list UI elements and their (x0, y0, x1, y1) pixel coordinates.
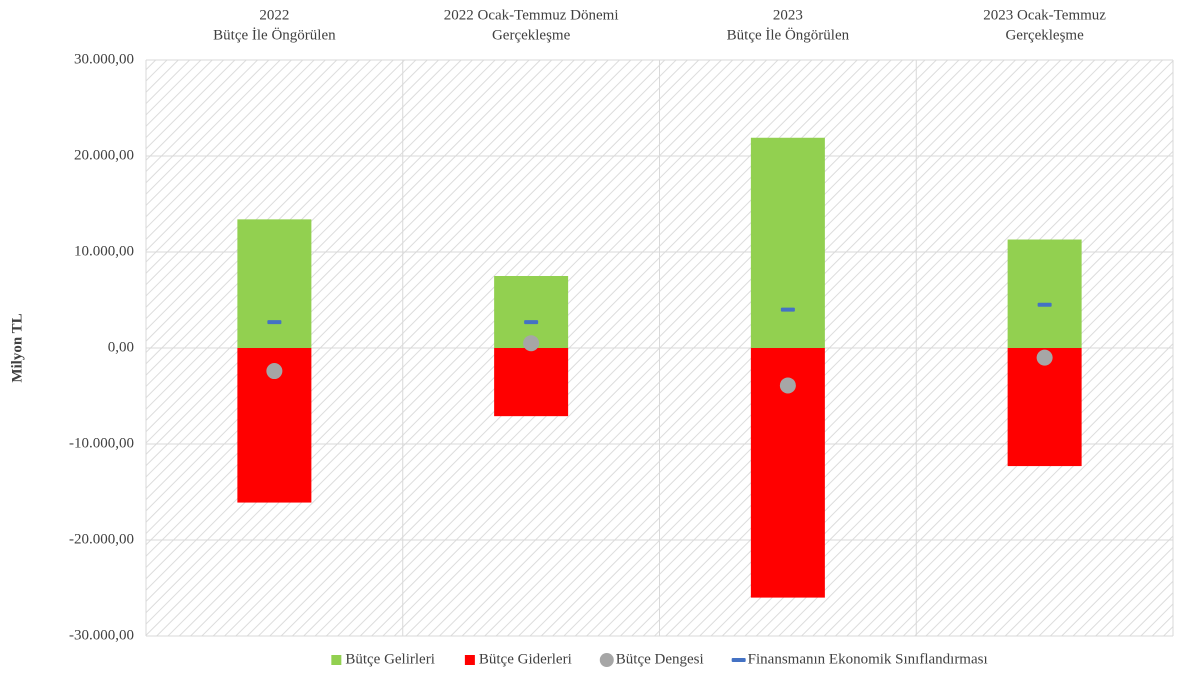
legend-label: Finansmanın Ekonomik Sınıflandırması (748, 651, 988, 667)
dash-marker (524, 320, 539, 325)
bar (1007, 348, 1082, 467)
legend-swatch (731, 658, 746, 662)
legend-swatch (464, 655, 475, 665)
legend-label: Bütçe Dengesi (616, 651, 704, 667)
y-tick-label: 20.000,00 (74, 147, 134, 163)
category-label: Bütçe İle Öngörülen (213, 26, 336, 43)
point (779, 377, 796, 394)
dash-marker (780, 307, 795, 312)
category-label: 2022 (259, 7, 289, 23)
bar (1007, 239, 1082, 348)
category-label: 2023 (773, 7, 803, 23)
legend-label: Bütçe Giderleri (479, 651, 572, 667)
category-label: Bütçe İle Öngörülen (727, 26, 850, 43)
point (1036, 349, 1053, 366)
category-label: Gerçekleşme (1005, 27, 1084, 43)
category-label: 2023 Ocak-Temmuz (983, 7, 1106, 23)
bar (494, 348, 569, 417)
bar (750, 137, 825, 348)
y-tick-label: 0,00 (108, 339, 134, 355)
legend-swatch (599, 653, 614, 667)
y-axis-label: Milyon TL (9, 313, 25, 382)
point (266, 363, 283, 380)
y-tick-label: 30.000,00 (74, 51, 134, 67)
category-label: Gerçekleşme (492, 27, 571, 43)
y-tick-label: 10.000,00 (74, 243, 134, 259)
y-tick-label: -10.000,00 (69, 435, 134, 451)
category-label: 2022 Ocak-Temmuz Dönemi (444, 7, 619, 23)
point (523, 335, 540, 352)
legend-label: Bütçe Gelirleri (345, 651, 435, 667)
legend-swatch (331, 655, 342, 665)
y-tick-label: -30.000,00 (69, 627, 134, 643)
dash-marker (267, 320, 282, 325)
y-tick-label: -20.000,00 (69, 531, 134, 547)
bar (237, 219, 312, 348)
dash-marker (1037, 302, 1052, 307)
